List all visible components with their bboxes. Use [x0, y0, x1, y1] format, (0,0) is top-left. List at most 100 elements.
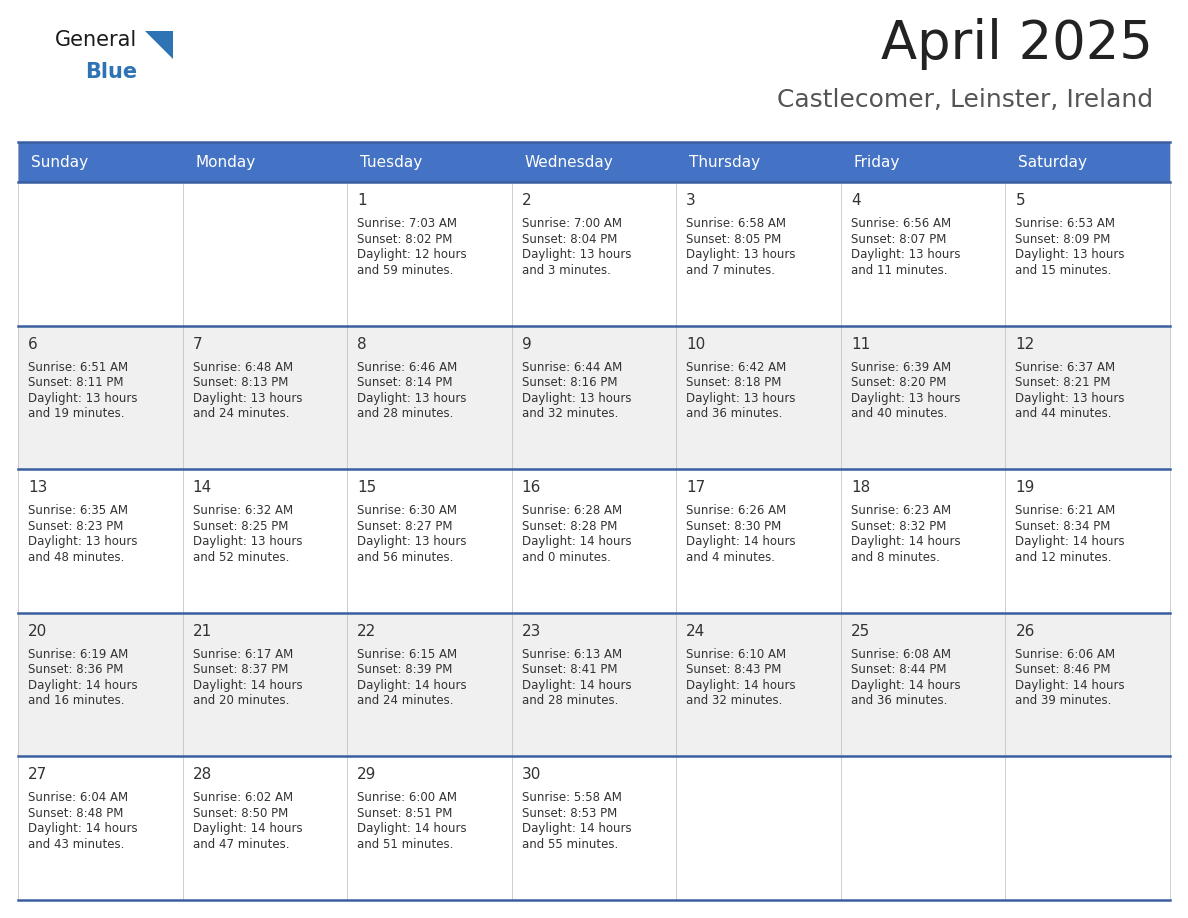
- Text: Daylight: 13 hours: Daylight: 13 hours: [358, 392, 467, 405]
- Text: Sunset: 8:44 PM: Sunset: 8:44 PM: [851, 664, 947, 677]
- Text: Wednesday: Wednesday: [525, 154, 613, 170]
- Text: Sunset: 8:32 PM: Sunset: 8:32 PM: [851, 520, 946, 532]
- Text: Daylight: 13 hours: Daylight: 13 hours: [1016, 392, 1125, 405]
- Text: Sunrise: 6:04 AM: Sunrise: 6:04 AM: [29, 791, 128, 804]
- Text: Sunrise: 6:21 AM: Sunrise: 6:21 AM: [1016, 504, 1116, 517]
- Text: Sunrise: 6:19 AM: Sunrise: 6:19 AM: [29, 648, 128, 661]
- Text: Daylight: 13 hours: Daylight: 13 hours: [1016, 248, 1125, 261]
- Text: and 11 minutes.: and 11 minutes.: [851, 263, 947, 276]
- Text: Sunset: 8:16 PM: Sunset: 8:16 PM: [522, 376, 618, 389]
- Text: and 12 minutes.: and 12 minutes.: [1016, 551, 1112, 564]
- Text: 28: 28: [192, 767, 211, 782]
- Text: and 51 minutes.: and 51 minutes.: [358, 838, 454, 851]
- Text: 17: 17: [687, 480, 706, 495]
- Text: Thursday: Thursday: [689, 154, 760, 170]
- Text: Sunset: 8:30 PM: Sunset: 8:30 PM: [687, 520, 782, 532]
- Text: Sunrise: 6:32 AM: Sunrise: 6:32 AM: [192, 504, 292, 517]
- Text: and 56 minutes.: and 56 minutes.: [358, 551, 454, 564]
- Text: Daylight: 14 hours: Daylight: 14 hours: [687, 535, 796, 548]
- Text: Daylight: 14 hours: Daylight: 14 hours: [851, 535, 960, 548]
- Text: Sunset: 8:25 PM: Sunset: 8:25 PM: [192, 520, 287, 532]
- Text: Daylight: 14 hours: Daylight: 14 hours: [851, 678, 960, 692]
- Text: Sunrise: 6:30 AM: Sunrise: 6:30 AM: [358, 504, 457, 517]
- Text: Sunrise: 6:53 AM: Sunrise: 6:53 AM: [1016, 217, 1116, 230]
- Text: Sunset: 8:14 PM: Sunset: 8:14 PM: [358, 376, 453, 389]
- Text: 1: 1: [358, 193, 367, 208]
- Text: and 19 minutes.: and 19 minutes.: [29, 407, 125, 420]
- Text: Sunset: 8:36 PM: Sunset: 8:36 PM: [29, 664, 124, 677]
- Text: Daylight: 14 hours: Daylight: 14 hours: [29, 823, 138, 835]
- Text: and 44 minutes.: and 44 minutes.: [1016, 407, 1112, 420]
- Text: 21: 21: [192, 624, 211, 639]
- Text: 4: 4: [851, 193, 860, 208]
- Text: and 40 minutes.: and 40 minutes.: [851, 407, 947, 420]
- Text: and 28 minutes.: and 28 minutes.: [522, 694, 618, 707]
- Text: and 43 minutes.: and 43 minutes.: [29, 838, 125, 851]
- Text: Daylight: 12 hours: Daylight: 12 hours: [358, 248, 467, 261]
- Bar: [18, 326, 1170, 469]
- Text: 25: 25: [851, 624, 870, 639]
- Text: 6: 6: [29, 337, 38, 352]
- Text: Sunrise: 6:13 AM: Sunrise: 6:13 AM: [522, 648, 621, 661]
- Text: 13: 13: [29, 480, 48, 495]
- Text: Daylight: 13 hours: Daylight: 13 hours: [522, 392, 631, 405]
- Text: 24: 24: [687, 624, 706, 639]
- Text: 9: 9: [522, 337, 531, 352]
- Text: 8: 8: [358, 337, 367, 352]
- Text: Sunrise: 6:02 AM: Sunrise: 6:02 AM: [192, 791, 292, 804]
- Text: Daylight: 14 hours: Daylight: 14 hours: [522, 823, 631, 835]
- Text: and 4 minutes.: and 4 minutes.: [687, 551, 776, 564]
- Text: Daylight: 14 hours: Daylight: 14 hours: [29, 678, 138, 692]
- Text: Sunset: 8:13 PM: Sunset: 8:13 PM: [192, 376, 287, 389]
- Text: Daylight: 13 hours: Daylight: 13 hours: [851, 248, 960, 261]
- Text: Daylight: 13 hours: Daylight: 13 hours: [29, 392, 138, 405]
- Text: Sunrise: 6:23 AM: Sunrise: 6:23 AM: [851, 504, 950, 517]
- Text: Sunset: 8:02 PM: Sunset: 8:02 PM: [358, 232, 453, 245]
- Text: and 24 minutes.: and 24 minutes.: [358, 694, 454, 707]
- Text: 15: 15: [358, 480, 377, 495]
- Text: Daylight: 14 hours: Daylight: 14 hours: [1016, 535, 1125, 548]
- Text: Sunset: 8:18 PM: Sunset: 8:18 PM: [687, 376, 782, 389]
- Text: Sunrise: 6:10 AM: Sunrise: 6:10 AM: [687, 648, 786, 661]
- Text: and 24 minutes.: and 24 minutes.: [192, 407, 289, 420]
- Text: Sunrise: 6:46 AM: Sunrise: 6:46 AM: [358, 361, 457, 374]
- Text: and 48 minutes.: and 48 minutes.: [29, 551, 125, 564]
- Text: 22: 22: [358, 624, 377, 639]
- Text: Sunset: 8:37 PM: Sunset: 8:37 PM: [192, 664, 287, 677]
- Text: 20: 20: [29, 624, 48, 639]
- Bar: [18, 613, 1170, 756]
- Text: and 32 minutes.: and 32 minutes.: [687, 694, 783, 707]
- Text: Sunrise: 6:48 AM: Sunrise: 6:48 AM: [192, 361, 292, 374]
- Text: 18: 18: [851, 480, 870, 495]
- Text: and 3 minutes.: and 3 minutes.: [522, 263, 611, 276]
- Text: Sunrise: 6:35 AM: Sunrise: 6:35 AM: [29, 504, 128, 517]
- Text: Sunrise: 6:56 AM: Sunrise: 6:56 AM: [851, 217, 950, 230]
- Text: Daylight: 13 hours: Daylight: 13 hours: [687, 248, 796, 261]
- Text: Sunset: 8:53 PM: Sunset: 8:53 PM: [522, 807, 617, 820]
- Text: and 0 minutes.: and 0 minutes.: [522, 551, 611, 564]
- Text: and 8 minutes.: and 8 minutes.: [851, 551, 940, 564]
- Text: Sunday: Sunday: [31, 154, 88, 170]
- Text: Tuesday: Tuesday: [360, 154, 423, 170]
- Text: Sunset: 8:05 PM: Sunset: 8:05 PM: [687, 232, 782, 245]
- Text: Daylight: 13 hours: Daylight: 13 hours: [687, 392, 796, 405]
- Text: Sunrise: 6:28 AM: Sunrise: 6:28 AM: [522, 504, 621, 517]
- Text: Sunset: 8:50 PM: Sunset: 8:50 PM: [192, 807, 287, 820]
- Text: and 7 minutes.: and 7 minutes.: [687, 263, 776, 276]
- Text: Sunset: 8:07 PM: Sunset: 8:07 PM: [851, 232, 946, 245]
- Text: 19: 19: [1016, 480, 1035, 495]
- Text: Sunset: 8:48 PM: Sunset: 8:48 PM: [29, 807, 124, 820]
- Text: and 55 minutes.: and 55 minutes.: [522, 838, 618, 851]
- Text: and 15 minutes.: and 15 minutes.: [1016, 263, 1112, 276]
- Text: April 2025: April 2025: [881, 18, 1154, 70]
- Text: Sunset: 8:04 PM: Sunset: 8:04 PM: [522, 232, 617, 245]
- Bar: [18, 182, 1170, 326]
- Text: Sunset: 8:39 PM: Sunset: 8:39 PM: [358, 664, 453, 677]
- Text: Sunset: 8:20 PM: Sunset: 8:20 PM: [851, 376, 946, 389]
- Text: Sunset: 8:34 PM: Sunset: 8:34 PM: [1016, 520, 1111, 532]
- Text: and 59 minutes.: and 59 minutes.: [358, 263, 454, 276]
- Text: Sunset: 8:27 PM: Sunset: 8:27 PM: [358, 520, 453, 532]
- Text: Daylight: 13 hours: Daylight: 13 hours: [358, 535, 467, 548]
- Text: Daylight: 14 hours: Daylight: 14 hours: [358, 823, 467, 835]
- Text: 3: 3: [687, 193, 696, 208]
